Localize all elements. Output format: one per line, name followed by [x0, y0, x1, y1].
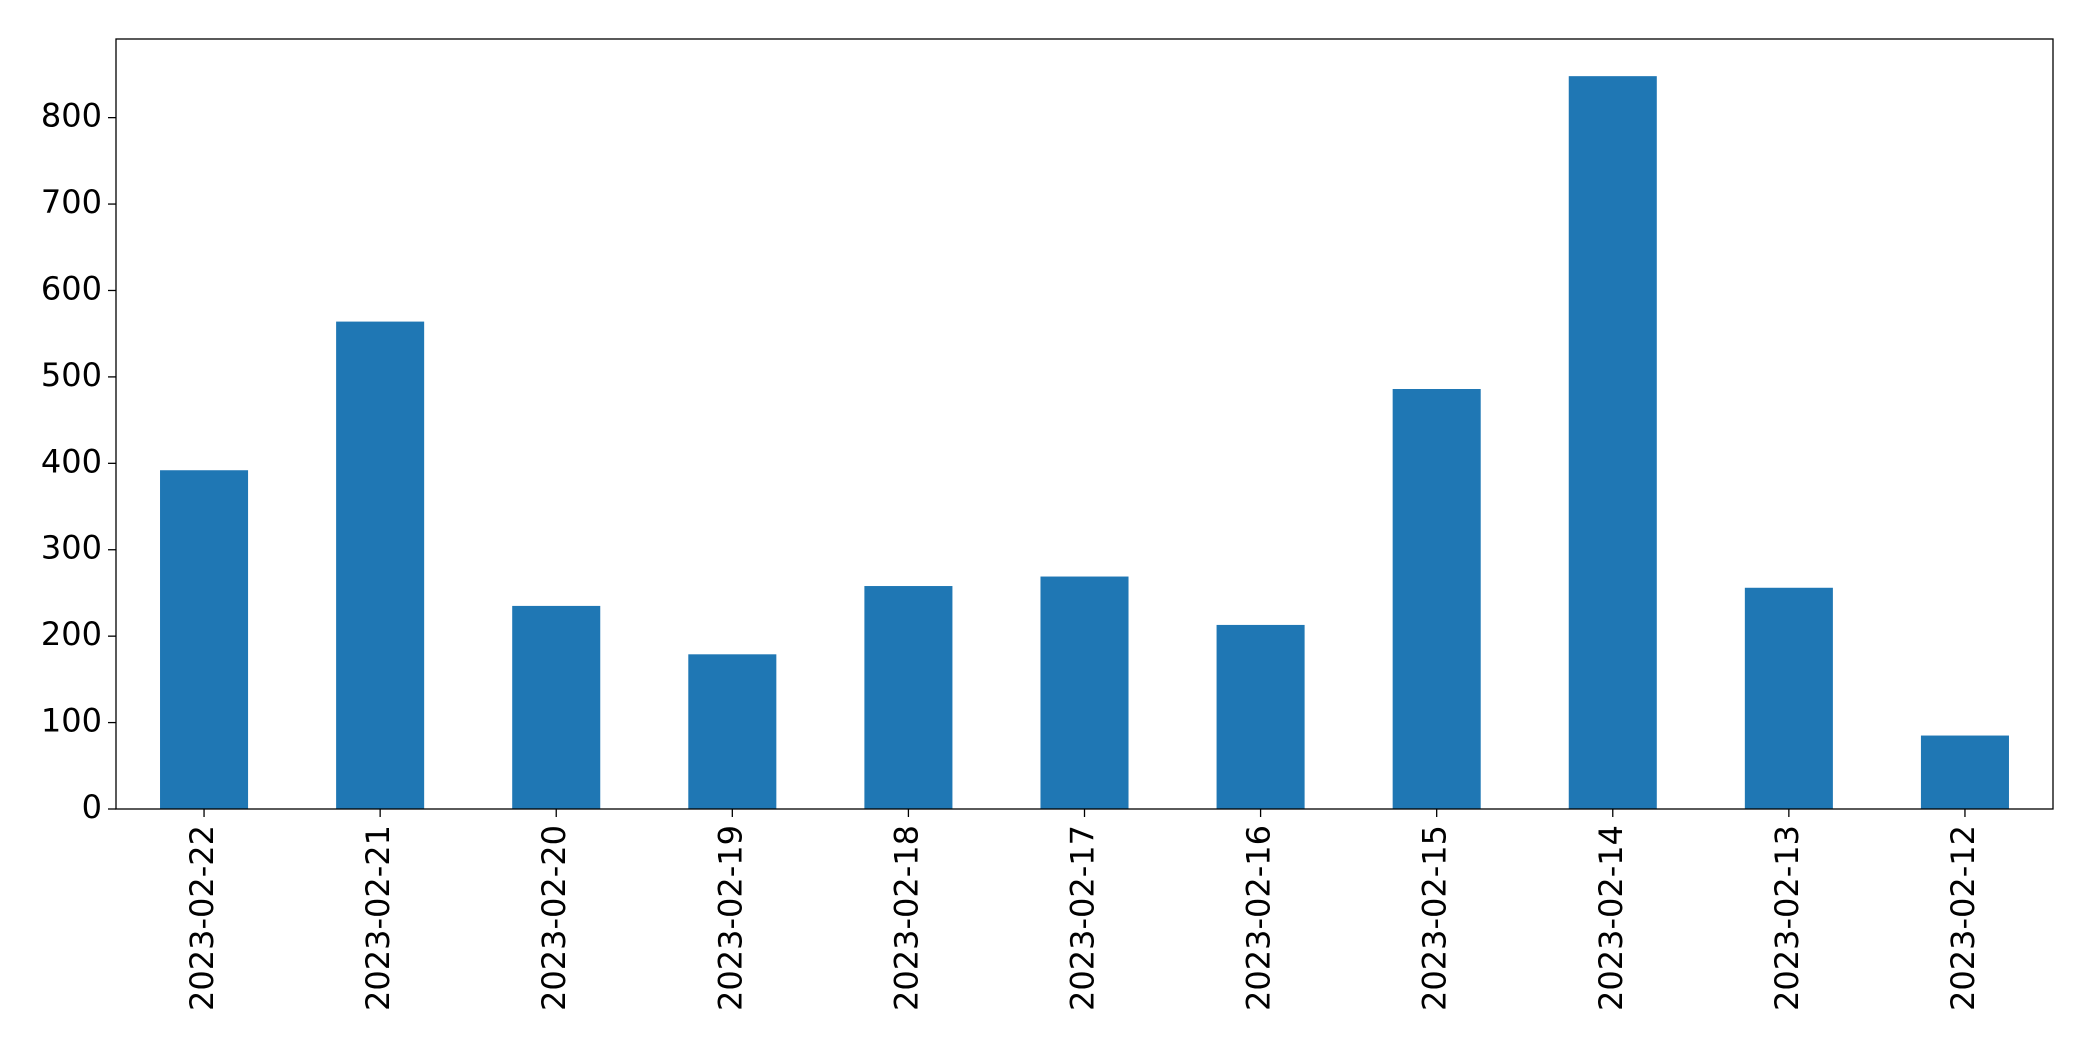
x-tick-label: 2023-02-19	[711, 825, 749, 1011]
bar	[688, 654, 777, 809]
y-tick-label: 800	[41, 97, 102, 135]
y-tick-label: 600	[41, 269, 102, 307]
y-tick-label: 500	[41, 356, 102, 394]
x-tick-label: 2023-02-15	[1416, 825, 1454, 1011]
y-tick-label: 700	[41, 183, 102, 221]
plot-frame	[115, 38, 2054, 810]
x-tick-label: 2023-02-17	[1064, 825, 1102, 1011]
bar	[512, 605, 601, 809]
y-tick-label: 400	[41, 442, 102, 480]
x-tick-label: 2023-02-21	[359, 825, 397, 1011]
bar	[336, 321, 425, 809]
y-tick-label: 200	[41, 615, 102, 653]
bar	[1920, 735, 2009, 809]
x-tick-label: 2023-02-14	[1592, 825, 1630, 1011]
bar	[1392, 389, 1481, 809]
y-tick-label: 0	[82, 788, 102, 826]
x-tick-label: 2023-02-12	[1944, 825, 1982, 1011]
x-tick-label: 2023-02-16	[1240, 825, 1278, 1011]
bar	[1744, 587, 1833, 809]
x-tick-label: 2023-02-18	[887, 825, 925, 1011]
bar	[1568, 76, 1657, 809]
x-tick-label: 2023-02-13	[1768, 825, 1806, 1011]
bar	[864, 586, 953, 809]
x-tick-label: 2023-02-20	[535, 825, 573, 1011]
bar	[1216, 624, 1305, 809]
bar	[160, 470, 249, 809]
y-tick-label: 300	[41, 529, 102, 567]
bar	[1040, 576, 1129, 809]
y-tick-label: 100	[41, 702, 102, 740]
x-tick-label: 2023-02-22	[183, 825, 221, 1011]
